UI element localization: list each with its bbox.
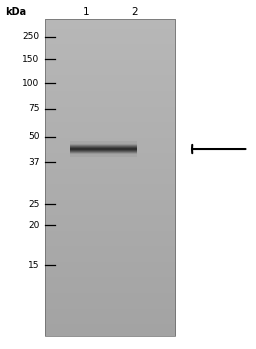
Text: 150: 150 [23,55,40,64]
Text: 1: 1 [82,7,89,17]
Text: 15: 15 [28,261,40,270]
Text: 250: 250 [23,32,40,41]
Text: 25: 25 [28,200,40,209]
Text: 50: 50 [28,132,40,141]
Text: 2: 2 [131,7,138,17]
Bar [45,19,175,336]
Text: 37: 37 [28,158,40,167]
Text: 20: 20 [28,221,40,230]
Text: kDa: kDa [5,7,26,16]
Text: 75: 75 [28,104,40,113]
Text: 100: 100 [23,79,40,88]
